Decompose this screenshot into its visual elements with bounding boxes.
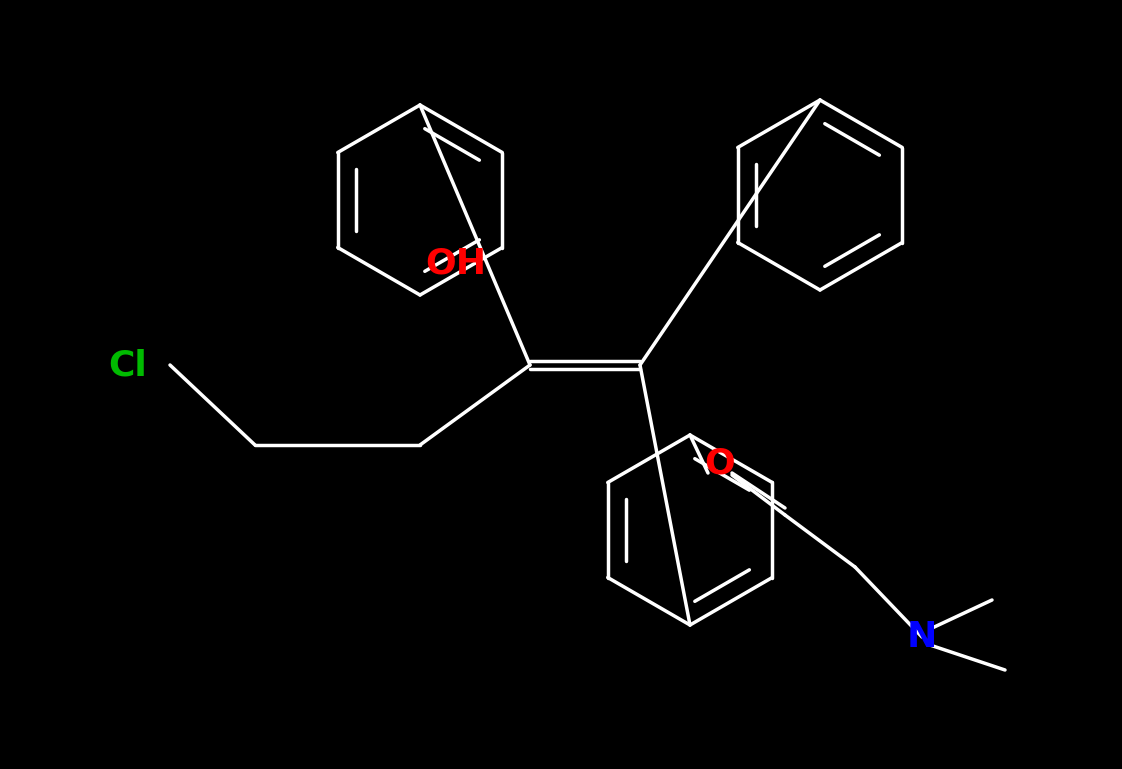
Text: O: O — [705, 446, 735, 480]
Text: N: N — [907, 620, 937, 654]
Text: OH: OH — [425, 246, 486, 280]
Text: Cl: Cl — [108, 348, 147, 382]
